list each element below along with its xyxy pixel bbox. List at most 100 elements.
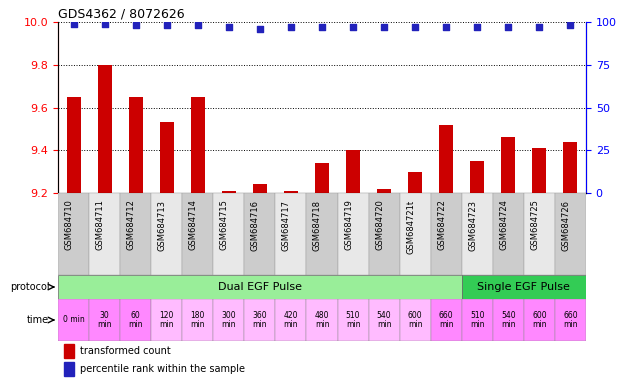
Text: 510
min: 510 min [346, 311, 360, 329]
Point [473, 24, 483, 30]
Text: GSM684720: GSM684720 [375, 200, 384, 250]
Text: GDS4362 / 8072626: GDS4362 / 8072626 [58, 8, 184, 21]
Text: GSM684725: GSM684725 [530, 200, 540, 250]
Text: GSM684724: GSM684724 [499, 200, 509, 250]
Text: protocol: protocol [10, 282, 49, 292]
Bar [97, 65, 112, 193]
Bar [244, 299, 275, 341]
Text: 420
min: 420 min [284, 311, 298, 329]
Bar [408, 172, 422, 193]
Bar [470, 161, 484, 193]
Text: GSM684714: GSM684714 [189, 200, 197, 250]
Bar [462, 299, 493, 341]
Bar [66, 97, 81, 193]
Bar [284, 191, 298, 193]
Bar [64, 361, 74, 376]
Text: GSM684719: GSM684719 [344, 200, 353, 250]
Text: Dual EGF Pulse: Dual EGF Pulse [218, 282, 302, 292]
Bar [555, 299, 586, 341]
Bar [58, 275, 462, 299]
Text: 600
min: 600 min [532, 311, 546, 329]
Bar [555, 193, 586, 275]
Text: GSM684710: GSM684710 [65, 200, 73, 250]
Point [504, 24, 514, 30]
Bar [58, 193, 89, 275]
Bar [182, 193, 213, 275]
Bar [58, 299, 89, 341]
Text: GSM684722: GSM684722 [437, 200, 446, 250]
Bar [120, 299, 151, 341]
Bar [253, 184, 267, 193]
Bar [346, 150, 360, 193]
Bar [431, 193, 462, 275]
Point [566, 22, 576, 28]
Bar [307, 193, 338, 275]
Text: Single EGF Pulse: Single EGF Pulse [478, 282, 570, 292]
Point [68, 21, 78, 27]
Text: 180
min: 180 min [191, 311, 205, 329]
Text: GSM684723: GSM684723 [468, 200, 478, 251]
Bar [160, 122, 174, 193]
Text: GSM684721t: GSM684721t [406, 200, 415, 254]
Bar [493, 299, 524, 341]
Bar [275, 299, 307, 341]
Text: 360
min: 360 min [253, 311, 267, 329]
Bar [439, 124, 453, 193]
Text: 660
min: 660 min [563, 311, 578, 329]
Bar [307, 299, 338, 341]
Point [130, 22, 140, 28]
Bar [377, 189, 391, 193]
Text: 510
min: 510 min [470, 311, 484, 329]
Point [379, 24, 389, 30]
Text: GSM684711: GSM684711 [96, 200, 104, 250]
Bar [222, 191, 236, 193]
Point [535, 24, 545, 30]
Text: 60
min: 60 min [129, 311, 143, 329]
Point [99, 21, 109, 27]
Bar [524, 193, 555, 275]
Bar [524, 299, 555, 341]
Text: GSM684717: GSM684717 [282, 200, 291, 251]
Bar [493, 193, 524, 275]
Bar [244, 193, 275, 275]
Point [410, 24, 420, 30]
Bar [400, 299, 431, 341]
Text: GSM684715: GSM684715 [220, 200, 229, 250]
Bar [369, 299, 400, 341]
Bar [213, 193, 244, 275]
Text: time: time [27, 315, 49, 325]
Text: 540
min: 540 min [377, 311, 391, 329]
Bar [151, 299, 182, 341]
Text: 30
min: 30 min [97, 311, 112, 329]
Bar [369, 193, 400, 275]
Text: GSM684726: GSM684726 [561, 200, 571, 251]
Bar [64, 344, 74, 358]
Text: 480
min: 480 min [315, 311, 329, 329]
Bar [462, 193, 493, 275]
Text: transformed count: transformed count [80, 346, 171, 356]
Text: percentile rank within the sample: percentile rank within the sample [80, 364, 245, 374]
Bar [89, 193, 120, 275]
Point [255, 26, 265, 32]
Text: GSM684713: GSM684713 [158, 200, 166, 251]
Bar [315, 163, 329, 193]
Point [224, 24, 233, 30]
Text: 600
min: 600 min [408, 311, 422, 329]
Bar [129, 97, 143, 193]
Text: 300
min: 300 min [222, 311, 236, 329]
Bar [89, 299, 120, 341]
Point [161, 22, 171, 28]
Text: GSM684712: GSM684712 [127, 200, 135, 250]
Point [193, 22, 202, 28]
Point [317, 24, 327, 30]
Bar [120, 193, 151, 275]
Bar [338, 299, 369, 341]
Text: GSM684718: GSM684718 [313, 200, 322, 251]
Bar [191, 97, 205, 193]
Bar [501, 137, 515, 193]
Bar [400, 193, 431, 275]
Text: 0 min: 0 min [63, 316, 84, 324]
Bar [563, 142, 578, 193]
Point [442, 24, 451, 30]
Text: 660
min: 660 min [439, 311, 453, 329]
